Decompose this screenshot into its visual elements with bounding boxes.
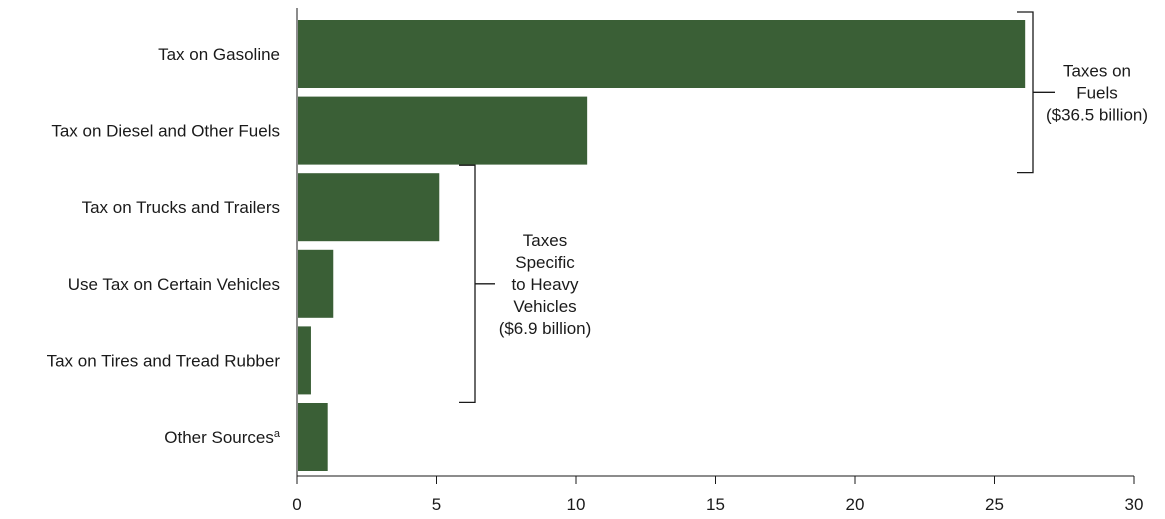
x-tick-label: 30 <box>1125 495 1144 514</box>
x-tick-label: 5 <box>432 495 441 514</box>
bar-tax-on-trucks-and-trailers <box>298 173 440 242</box>
annotation-text-line: to Heavy <box>511 275 579 294</box>
footnote-mark: a <box>274 428 281 440</box>
category-label-other-sources: Other Sourcesa <box>164 428 281 447</box>
bar-use-tax-on-certain-vehicles <box>298 249 334 318</box>
annotation-text-line: ($36.5 billion) <box>1046 105 1148 124</box>
annotation-text-line: Vehicles <box>513 297 576 316</box>
category-label-tax-on-diesel-and-other-fuels: Tax on Diesel and Other Fuels <box>51 122 280 141</box>
annotation-text-line: ($6.9 billion) <box>499 319 592 338</box>
annotation-2: Taxes Specific to Heavy Vehicles ($6.9 billi… <box>459 164 592 404</box>
x-tick-label: 10 <box>567 495 586 514</box>
annotation-text-line: Fuels <box>1076 83 1118 102</box>
annotation-text-line: Taxes on <box>1063 61 1131 80</box>
category-labels: Tax on Gasoline Tax on Diesel and Other F… <box>47 45 281 447</box>
x-tick-label: 25 <box>985 495 1004 514</box>
bars-group <box>298 20 1026 471</box>
bar-tax-on-tires-and-tread-rubber <box>298 326 311 395</box>
bar-other-sources <box>298 403 328 471</box>
x-tick-label: 15 <box>706 495 725 514</box>
category-label-use-tax-on-certain-vehicles: Use Tax on Certain Vehicles <box>68 275 280 294</box>
category-label-tax-on-gasoline: Tax on Gasoline <box>158 45 280 64</box>
bar-tax-on-gasoline <box>298 20 1026 88</box>
annotations: Taxes on Fuels ($36.5 billion) Taxes Specifi… <box>459 11 1148 404</box>
bar-tax-on-diesel-and-other-fuels <box>298 96 588 165</box>
category-label-tax-on-trucks-and-trailers: Tax on Trucks and Trailers <box>82 198 280 217</box>
annotation-1: Taxes on Fuels ($36.5 billion) <box>1017 11 1148 174</box>
x-axis: 0 5 10 15 20 25 30 <box>292 8 1143 514</box>
x-tick-label: 0 <box>292 495 301 514</box>
category-label-tax-on-tires-and-tread-rubber: Tax on Tires and Tread Rubber <box>47 351 281 370</box>
annotation-text-line: Taxes <box>523 231 567 250</box>
x-tick-label: 20 <box>846 495 865 514</box>
annotation-text-line: Specific <box>515 253 575 272</box>
bracket <box>459 164 476 404</box>
